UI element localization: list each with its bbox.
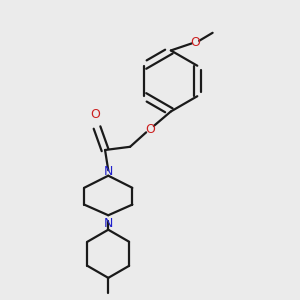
Text: O: O [91, 108, 100, 121]
Text: N: N [103, 217, 113, 230]
Text: O: O [190, 36, 200, 49]
Text: N: N [103, 165, 113, 178]
Text: O: O [145, 123, 155, 136]
